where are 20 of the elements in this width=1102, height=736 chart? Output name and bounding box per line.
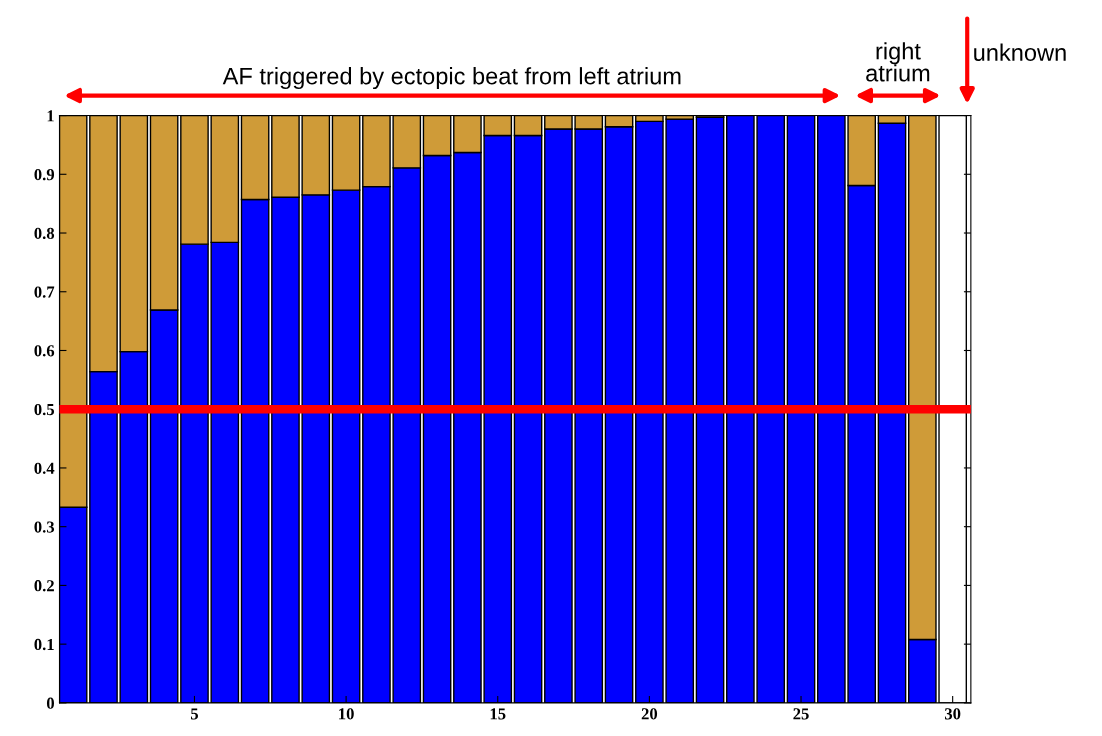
- text: right atrium: [866, 42, 930, 82]
- y-tick-label: 0.4: [34, 462, 55, 474]
- text: unknown: [974, 43, 1066, 61]
- y-tick-label: 0.9: [34, 168, 55, 181]
- y-tick-label: 0.7: [34, 286, 55, 298]
- text: AF triggered by ectopic beat from left atrium: [222, 67, 681, 90]
- y-tick-label: 1: [47, 110, 54, 122]
- y-tick-label: 0.5: [34, 403, 55, 416]
- y-tick-label: 0.2: [34, 580, 54, 592]
- x-tick-label: 20: [641, 708, 658, 720]
- y-tick-label: 0.6: [34, 345, 55, 357]
- y-tick-label: 0.1: [34, 638, 54, 651]
- x-tick-label: 15: [490, 708, 506, 720]
- y-tick-label: 0.3: [34, 521, 55, 533]
- y-tick-label: 0.8: [34, 227, 55, 240]
- y-tick-label: 0: [46, 697, 55, 709]
- x-tick-label: 5: [190, 708, 199, 720]
- x-tick-label: 25: [793, 708, 809, 720]
- x-tick-label: 30: [944, 708, 961, 720]
- x-tick-label: 10: [339, 708, 354, 720]
